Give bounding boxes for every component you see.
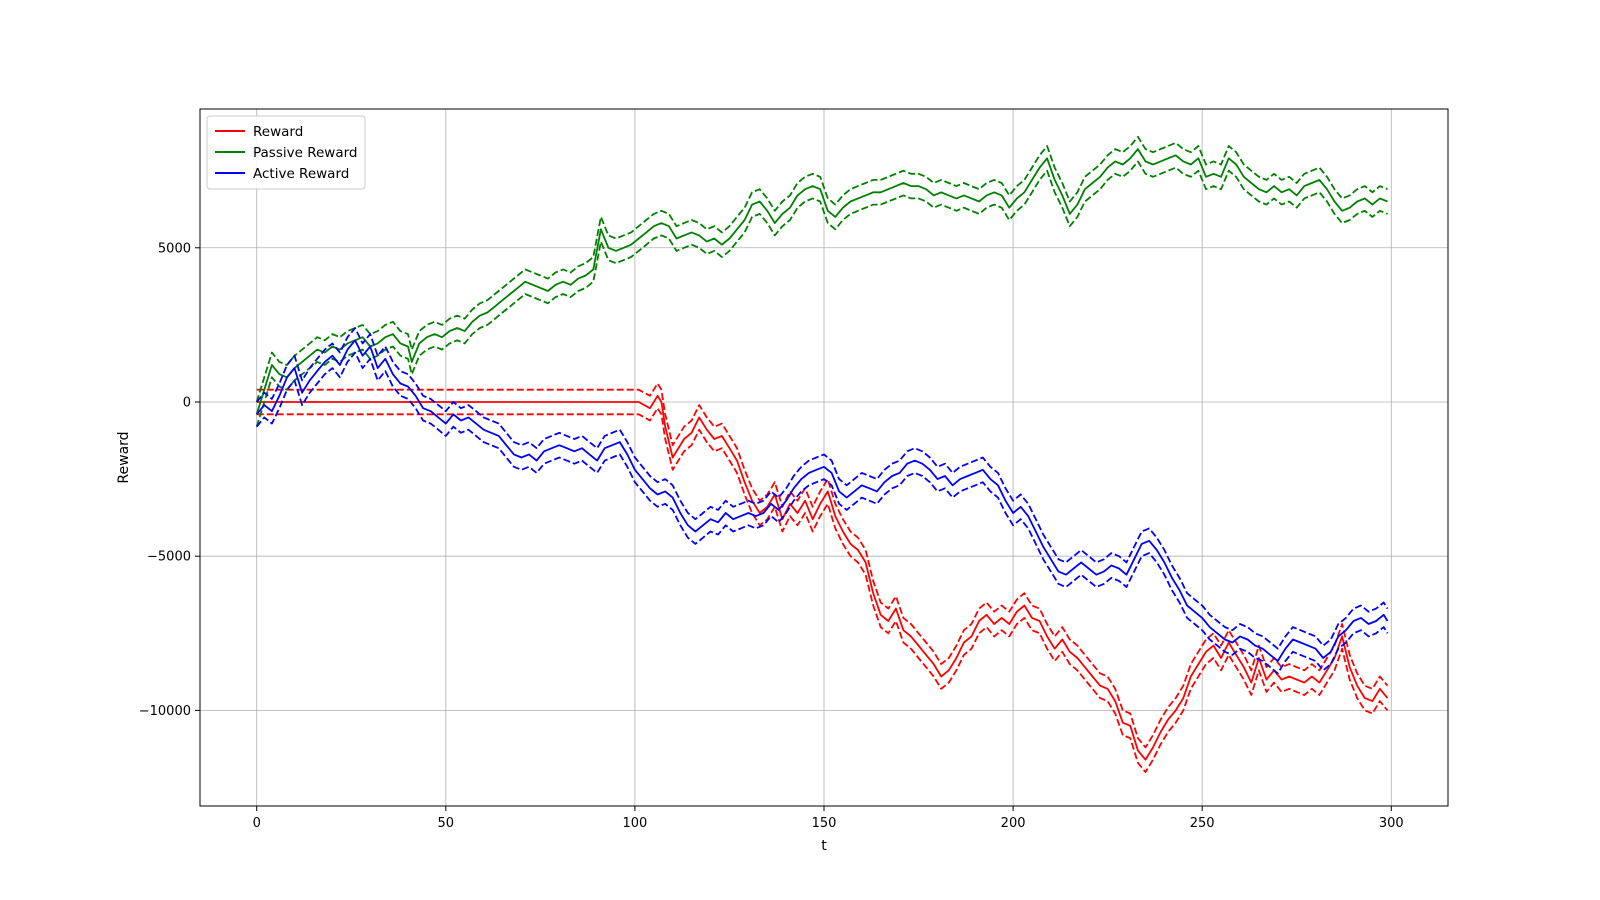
reward-upper-band [256, 382, 1389, 749]
x-tick-label: 0 [253, 816, 261, 831]
x-tick-label: 250 [1190, 816, 1215, 831]
y-tick-label: −5000 [147, 550, 191, 565]
x-tick-label: 150 [812, 816, 837, 831]
active-reward-series [256, 327, 1389, 675]
passive-reward-series [255, 135, 1388, 427]
x-tick-label: 50 [438, 816, 455, 831]
y-tick-label: 0 [183, 395, 191, 410]
legend-box [206, 115, 366, 190]
active-reward-lower-band [256, 351, 1389, 675]
legend-entry: Passive Reward [253, 145, 358, 161]
active-reward-upper-band [256, 327, 1389, 650]
y-tick-label: −10000 [139, 704, 191, 719]
grid [200, 109, 1448, 806]
legend: Reward Passive Reward Active Reward [206, 115, 366, 190]
passive-reward-line [255, 148, 1388, 415]
ticks: 0 50 100 150 200 250 300 5000 0 −5000 −10000 [139, 241, 1404, 831]
legend-entry: Active Reward [253, 166, 349, 182]
reward-line [256, 394, 1389, 761]
legend-entry: Reward [253, 124, 303, 140]
y-axis-label: Reward [116, 431, 132, 483]
passive-reward-upper-band [255, 135, 1388, 403]
x-tick-label: 300 [1379, 816, 1404, 831]
passive-reward-lower-band [255, 160, 1388, 427]
x-axis-label: t [821, 838, 827, 854]
reward-series [256, 382, 1389, 773]
x-tick-label: 200 [1001, 816, 1026, 831]
x-tick-label: 100 [622, 816, 647, 831]
y-tick-label: 5000 [158, 241, 191, 256]
reward-lower-band [256, 407, 1389, 773]
active-reward-line [256, 339, 1389, 662]
series-layer [255, 135, 1389, 773]
